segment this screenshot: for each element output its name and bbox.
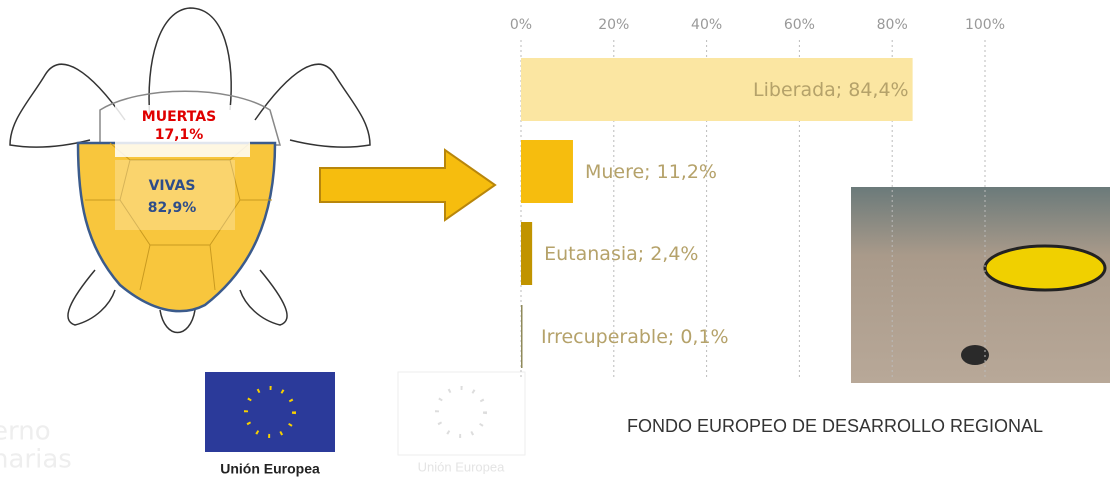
eu-flag-faded <box>398 372 525 455</box>
eu-stars-faded <box>437 388 485 436</box>
eu-flag <box>205 372 335 452</box>
dead-label: MUERTAS <box>142 109 216 125</box>
data-label: Irrecuperable; 0,1% <box>541 326 729 348</box>
left-logo-text: erno <box>0 417 51 447</box>
data-label: Liberada; 84,4% <box>753 79 909 101</box>
fund-text: FONDO EUROPEO DE DESARROLLO REGIONAL <box>627 416 1043 436</box>
page: MUERTAS 17,1% VIVAS 82,9% Unión Europea … <box>0 0 1116 480</box>
alive-box <box>115 160 235 230</box>
arrow <box>320 150 495 220</box>
bar <box>521 222 532 285</box>
data-label: Eutanasia; 2,4% <box>544 243 698 265</box>
alive-label: VIVAS <box>149 178 196 194</box>
x-tick-label: 100% <box>965 17 1005 33</box>
alive-value: 82,9% <box>148 200 197 216</box>
photo <box>851 187 1110 383</box>
bar <box>521 305 523 368</box>
eu-logo-faded-text: Unión Europea <box>418 459 505 474</box>
x-tick-label: 0% <box>510 17 532 33</box>
eu-logo-text: Unión Europea <box>220 461 320 477</box>
x-tick-label: 20% <box>598 17 629 33</box>
x-tick-label: 80% <box>877 17 908 33</box>
dead-value: 17,1% <box>155 127 204 143</box>
left-logo-text: narias <box>0 445 72 475</box>
data-label: Muere; 11,2% <box>585 161 717 183</box>
x-tick-label: 40% <box>691 17 722 33</box>
bar <box>521 140 573 203</box>
infographic: MUERTAS 17,1% VIVAS 82,9% Unión Europea … <box>0 0 1116 480</box>
x-tick-label: 60% <box>784 17 815 33</box>
